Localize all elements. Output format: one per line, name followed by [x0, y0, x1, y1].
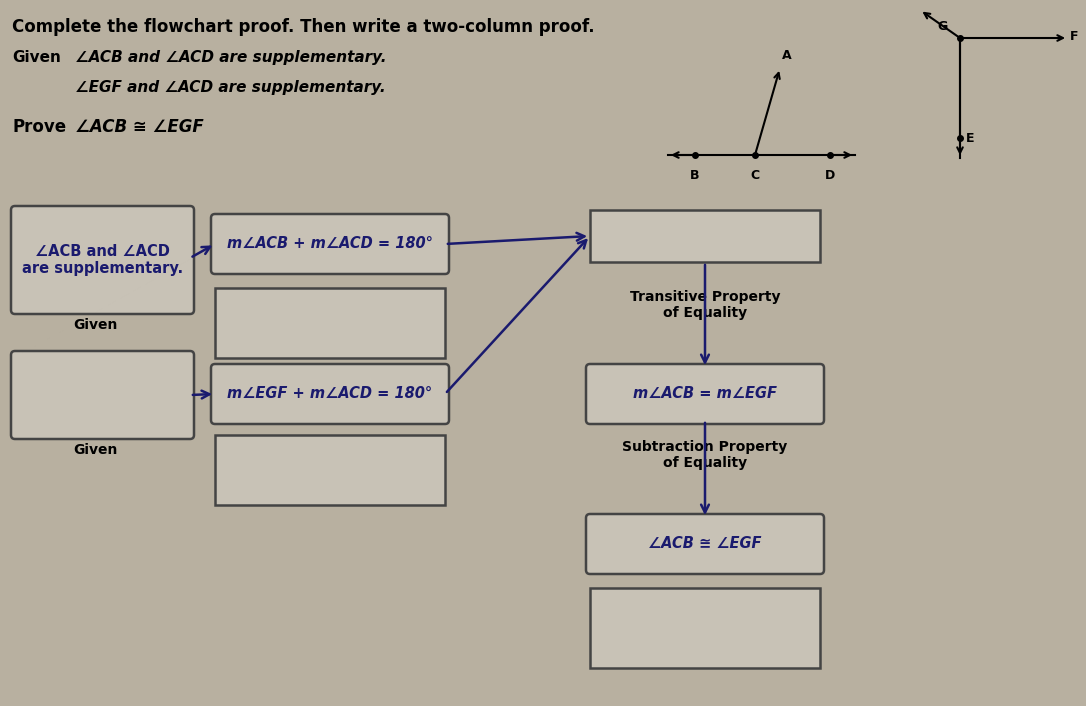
Text: A: A — [782, 49, 792, 62]
FancyBboxPatch shape — [211, 214, 449, 274]
FancyBboxPatch shape — [215, 435, 445, 505]
Text: E: E — [967, 131, 974, 145]
Text: Given: Given — [73, 318, 117, 332]
FancyBboxPatch shape — [215, 288, 445, 358]
Text: Complete the flowchart proof. Then write a two-column proof.: Complete the flowchart proof. Then write… — [12, 18, 595, 36]
FancyBboxPatch shape — [11, 351, 194, 439]
Text: ∠ACB ≅ ∠EGF: ∠ACB ≅ ∠EGF — [648, 537, 761, 551]
Text: Given: Given — [12, 50, 61, 65]
Text: B: B — [691, 169, 699, 182]
Text: ∠EGF and ∠ACD are supplementary.: ∠EGF and ∠ACD are supplementary. — [75, 80, 386, 95]
Text: Transitive Property
of Equality: Transitive Property of Equality — [630, 290, 780, 320]
Text: m∠ACB + m∠ACD = 180°: m∠ACB + m∠ACD = 180° — [227, 237, 433, 251]
Text: Prove: Prove — [12, 118, 66, 136]
Text: G: G — [937, 20, 948, 33]
Text: Subtraction Property
of Equality: Subtraction Property of Equality — [622, 440, 787, 470]
FancyBboxPatch shape — [211, 364, 449, 424]
FancyBboxPatch shape — [586, 364, 824, 424]
Text: m∠ACB = m∠EGF: m∠ACB = m∠EGF — [633, 386, 776, 402]
FancyBboxPatch shape — [590, 210, 820, 262]
Text: D: D — [825, 169, 835, 182]
Text: m∠EGF + m∠ACD = 180°: m∠EGF + m∠ACD = 180° — [227, 386, 432, 402]
FancyBboxPatch shape — [586, 514, 824, 574]
Text: C: C — [750, 169, 759, 182]
Text: ∠ACB and ∠ACD
are supplementary.: ∠ACB and ∠ACD are supplementary. — [22, 244, 184, 276]
Text: ∠ACB ≅ ∠EGF: ∠ACB ≅ ∠EGF — [75, 118, 204, 136]
Text: F: F — [1070, 30, 1078, 42]
Text: Given: Given — [73, 443, 117, 457]
FancyBboxPatch shape — [590, 588, 820, 668]
Text: ∠ACB and ∠ACD are supplementary.: ∠ACB and ∠ACD are supplementary. — [75, 50, 387, 65]
FancyBboxPatch shape — [11, 206, 194, 314]
